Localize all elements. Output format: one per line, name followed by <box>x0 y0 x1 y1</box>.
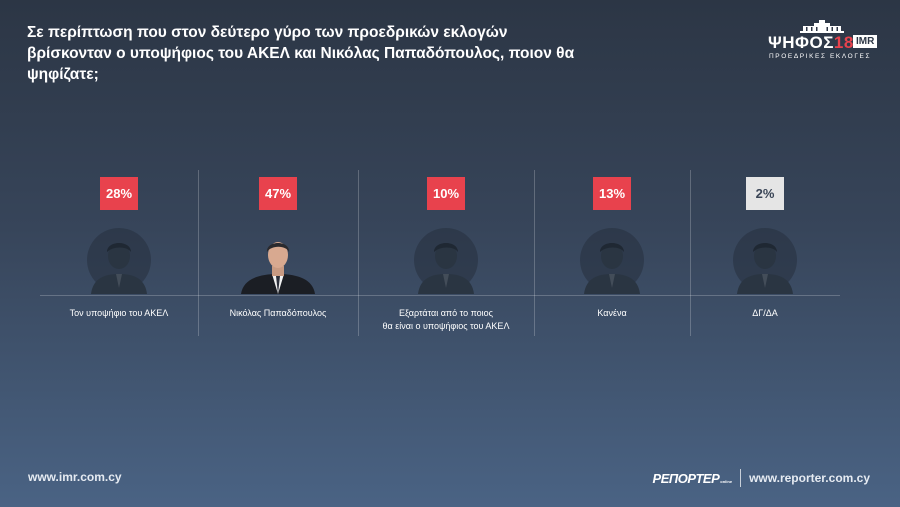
category-label-line: Εξαρτάται από το ποιος <box>398 308 494 318</box>
value-label: 13% <box>593 177 631 210</box>
baseline-line <box>40 295 840 296</box>
logo-subtitle: ΠΡΟΕΔΡΙΚΕΣ ΕΚΛΟΓΕΣ <box>769 53 872 60</box>
category-label-line: Κανένα <box>597 308 627 318</box>
column-divider <box>358 170 359 336</box>
imr-badge: IMR <box>853 35 878 48</box>
category-label-line: Τον υποψήφιο του ΑΚΕΛ <box>69 308 169 318</box>
chart-title: Σε περίπτωση που στον δεύτερο γύρο των π… <box>27 24 575 83</box>
value-label: 2% <box>746 177 784 210</box>
chart-column: 28% Τον υποψήφιο του ΑΚΕΛ <box>40 170 198 340</box>
imr-url-link[interactable]: www.imr.com.cy <box>28 470 122 484</box>
poll-chart: 28% Τον υποψήφιο του ΑΚΕΛ 47% Νικόλας Παπαδ… <box>40 170 840 340</box>
category-label-line: θα είναι ο υποψήφιος του ΑΚΕΛ <box>382 321 510 331</box>
person-silhouette-icon <box>580 228 644 294</box>
category-label-line: ΔΓ/ΔΑ <box>752 308 778 318</box>
chart-column: 2% ΔΓ/ΔΑ <box>690 170 840 340</box>
column-divider <box>198 170 199 336</box>
candidate-photo <box>239 228 317 294</box>
value-label: 10% <box>427 177 465 210</box>
reporter-logo: ΡΕΠΟΡΤΕΡ <box>652 470 720 486</box>
parliament-building-icon <box>800 20 844 33</box>
reporter-url-link[interactable]: www.reporter.com.cy <box>749 471 870 485</box>
chart-column: 10% Εξαρτάται από το ποιος θα είναι ο υποψ… <box>358 170 534 340</box>
category-label-line: Νικόλας Παπαδόπουλος <box>229 308 327 318</box>
column-divider <box>534 170 535 336</box>
chart-column: 13% Κανένα <box>534 170 690 340</box>
person-silhouette-icon <box>733 228 797 294</box>
chart-column: 47% Νικόλας Παπαδόπουλος <box>198 170 358 340</box>
category-label: Τον υποψήφιο του ΑΚΕΛ <box>40 307 198 320</box>
reporter-footer: ΡΕΠΟΡΤΕΡ online www.reporter.com.cy <box>653 468 870 488</box>
value-label: 28% <box>100 177 138 210</box>
logo-name: ΨΗΦΟΣ <box>768 33 834 52</box>
reporter-logo-sub: online <box>720 478 733 484</box>
logo-number: 18 <box>833 33 854 52</box>
value-label: 47% <box>259 177 297 210</box>
column-divider <box>690 170 691 336</box>
psifos18-logo: ΨΗΦΟΣ18 IMR ΠΡΟΕΔΡΙΚΕΣ ΕΚΛΟΓΕΣ <box>768 20 878 62</box>
person-silhouette-icon <box>87 228 151 294</box>
category-label: Εξαρτάται από το ποιος θα είναι ο υποψήφι… <box>358 307 534 333</box>
footer-separator <box>740 469 742 487</box>
category-label: ΔΓ/ΔΑ <box>690 307 840 320</box>
category-label: Κανένα <box>534 307 690 320</box>
category-label: Νικόλας Παπαδόπουλος <box>198 307 358 320</box>
person-silhouette-icon <box>414 228 478 294</box>
logo-text: ΨΗΦΟΣ18 <box>768 33 854 53</box>
